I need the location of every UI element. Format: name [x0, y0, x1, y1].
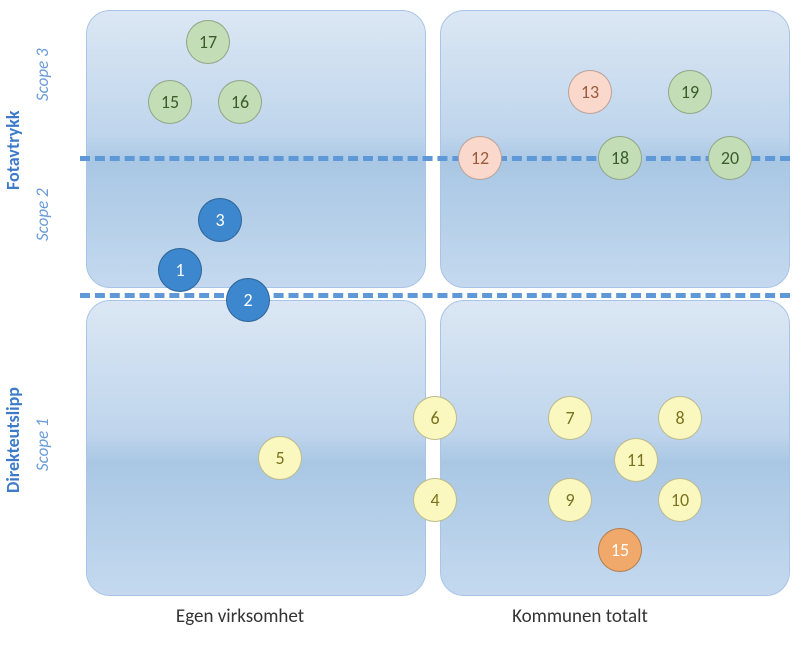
- bubble: 20: [708, 136, 752, 180]
- bubble: 6: [413, 396, 457, 440]
- quadrant-panel: [86, 10, 426, 288]
- chart-area: 17 15 16 13 19 12 18 20 3 12 6 5 4 7 811 9 10 15: [80, 10, 790, 600]
- bubble: 9: [548, 478, 592, 522]
- bubble: 12: [458, 136, 502, 180]
- bubble: 15: [148, 80, 192, 124]
- bubble: 13: [568, 70, 612, 114]
- bubble: 11: [614, 438, 658, 482]
- bubble: 10: [658, 478, 702, 522]
- bubble: 16: [218, 80, 262, 124]
- quadrant-panel: [86, 300, 426, 596]
- bubble: 1: [158, 248, 202, 292]
- bubble: 5: [258, 436, 302, 480]
- divider-dashed: [80, 293, 790, 298]
- bubble: 15: [598, 528, 642, 572]
- y-label-scope-3: Scope 3: [32, 20, 53, 130]
- bubble: 3: [198, 198, 242, 242]
- bubble: 2: [226, 278, 270, 322]
- y-label-scope-1: Scope 1: [32, 360, 53, 530]
- x-label-egen-virksomhet: Egen virksomhet: [110, 605, 370, 628]
- bubble: 18: [598, 136, 642, 180]
- bubble: 17: [186, 20, 230, 64]
- bubble: 4: [413, 478, 457, 522]
- bubble: 7: [548, 396, 592, 440]
- divider-dashed: [80, 156, 790, 161]
- x-label-kommunen-totalt: Kommunen totalt: [440, 605, 720, 628]
- y-label-fotavtrykk: Fotavtrykk: [2, 60, 24, 240]
- bubble: 8: [658, 396, 702, 440]
- y-label-direkteutslipp: Direkteutslipp: [2, 330, 24, 550]
- bubble: 19: [668, 70, 712, 114]
- y-label-scope-2: Scope 2: [32, 160, 53, 270]
